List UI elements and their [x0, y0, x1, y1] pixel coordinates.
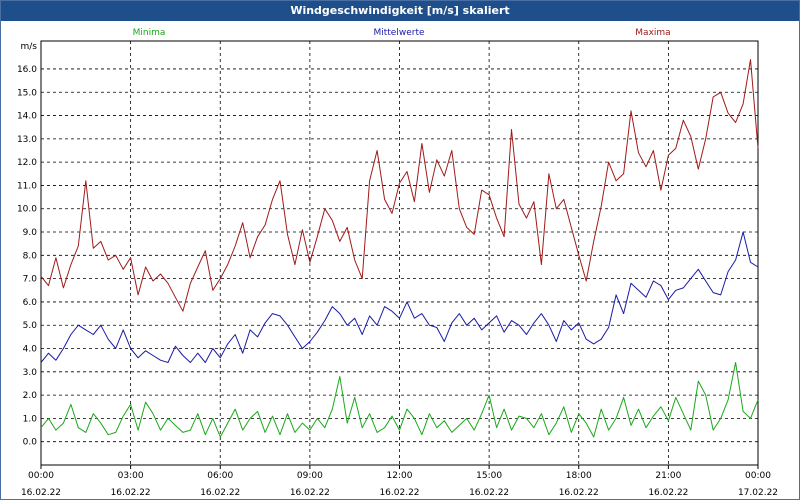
y-tick-label: 5.0	[23, 321, 38, 331]
y-tick-label: 2.0	[23, 391, 38, 401]
x-tick-date-label: 16.02.22	[648, 488, 688, 498]
x-tick-time-label: 00:00	[745, 471, 771, 481]
y-tick-label: 7.0	[23, 275, 38, 285]
x-tick-time-label: 21:00	[655, 471, 681, 481]
y-tick-label: 13.0	[17, 135, 37, 145]
x-tick-date-label: 16.02.22	[469, 488, 509, 498]
x-tick-date-label: 16.02.22	[559, 488, 599, 498]
y-tick-label: 4.0	[23, 345, 38, 355]
y-tick-label: 16.0	[17, 65, 37, 75]
x-tick-date-label: 16.02.22	[21, 488, 61, 498]
y-tick-label: 10.0	[17, 205, 37, 215]
x-tick-time-label: 15:00	[476, 471, 502, 481]
x-tick-time-label: 12:00	[387, 471, 413, 481]
y-tick-label: 14.0	[17, 112, 37, 122]
y-tick-label: 0.0	[23, 438, 38, 448]
y-tick-label: 3.0	[23, 368, 38, 378]
chart-title: Windgeschwindigkeit [m/s] skaliert	[1, 1, 799, 21]
legend-minima: Minima	[133, 28, 166, 38]
y-tick-label: 15.0	[17, 88, 37, 98]
x-tick-date-label: 16.02.22	[290, 488, 330, 498]
y-tick-label: 1.0	[23, 414, 38, 424]
x-tick-date-label: 16.02.22	[200, 488, 240, 498]
x-tick-date-label: 17.02.22	[738, 488, 778, 498]
y-tick-label: 12.0	[17, 158, 37, 168]
line-chart: 0.0 1.0 2.0 3.0 4.0 5.0 6.0 7.0 8.0 9.0 10.0 11.0 12…	[17, 28, 778, 498]
x-tick-date-label: 16.02.22	[379, 488, 419, 498]
legend-maxima: Maxima	[635, 28, 670, 38]
x-tick-time-label: 00:00	[28, 471, 54, 481]
x-tick-time-label: 18:00	[566, 471, 592, 481]
y-tick-label: 9.0	[23, 228, 38, 238]
x-tick-time-label: 03:00	[118, 471, 144, 481]
x-tick-time-label: 09:00	[297, 471, 323, 481]
series-line-minima	[40, 362, 759, 438]
y-tick-label: 8.0	[23, 251, 38, 261]
y-tick-label: 11.0	[17, 181, 37, 191]
x-tick-time-label: 06:00	[207, 471, 233, 481]
y-tick-label: 6.0	[23, 298, 38, 308]
legend-mittelwerte: Mittelwerte	[373, 28, 424, 38]
series-line-maxima	[40, 59, 759, 312]
x-tick-date-label: 16.02.22	[111, 488, 151, 498]
series-line-mittelwerte	[40, 231, 759, 363]
y-axis-label: m/s	[21, 42, 38, 52]
